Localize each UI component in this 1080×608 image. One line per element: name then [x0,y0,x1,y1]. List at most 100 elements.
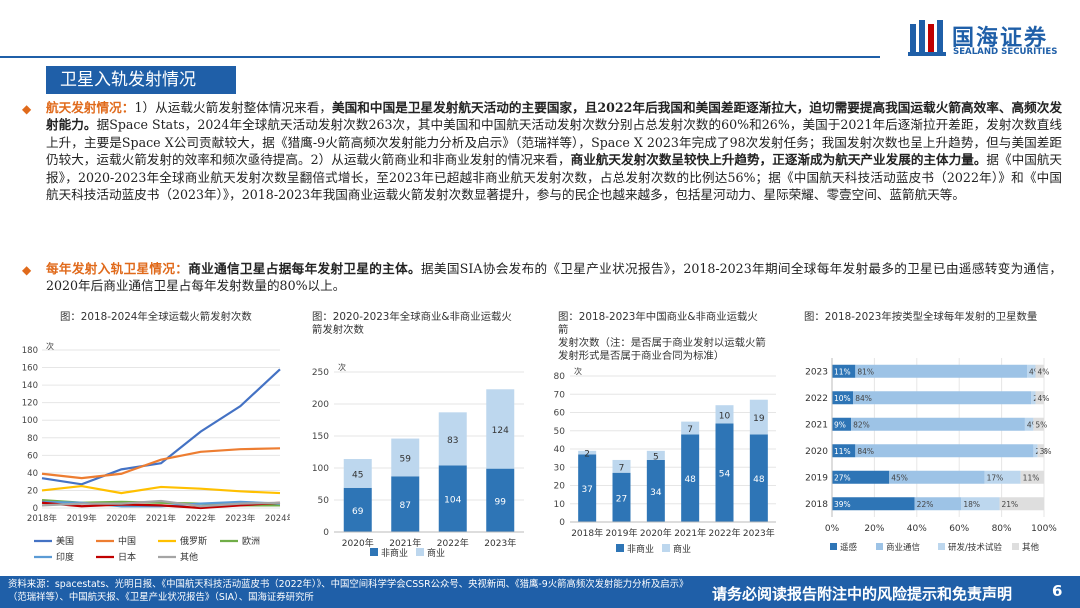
y-tick-label: 140 [22,381,38,391]
bar-其他 [999,497,1044,511]
chart-us-china-launches: 0 20 40 60 80 100 120 140 160 180 次 2018年 2019年 2020年… [22,341,290,563]
y-tick-label: 2021 [805,420,828,430]
data-label: 48 [753,475,765,485]
chart1-title: 图：2018-2024年全球运载火箭发射次数 [60,311,252,323]
legend-swatch [370,548,378,556]
legend-label: 非商业 [627,543,654,555]
paragraph-text: 据美国SIA协会发布的《卫星产业状况报告》，2018-2023年期间全球每年发射… [46,261,1063,294]
bar-商业 [343,459,372,488]
bar-非商业 [391,476,420,532]
legend-swatch [1012,543,1019,550]
data-label: 99 [495,497,507,507]
logo-text-en: SEALAND SECURITIES [953,47,1058,57]
x-tick-label: 80% [992,524,1012,534]
data-label: 4% [1038,367,1050,376]
data-label: 5 [653,452,659,462]
data-label: 4% [1038,394,1050,403]
diamond-bullet-icon: ◆ [22,263,32,277]
legend-label: 商业通信 [886,542,921,553]
y-tick-label: 30 [554,463,566,473]
y-tick-label: 60 [27,451,38,461]
bar-研发/技术试验 [961,497,1000,511]
y-tick-label: 20 [554,482,566,492]
bar-其他 [1035,391,1044,405]
y-tick-label: 10 [554,500,566,510]
x-tick-label: 2021年 [674,527,706,539]
data-label: 10 [719,411,731,421]
y-tick-label: 50 [554,427,566,437]
x-tick-label: 2018年 [27,513,58,524]
legend-swatch [876,543,883,550]
legend-swatch [662,544,670,552]
data-label: 124 [492,426,509,436]
chart2-title: 图：2020-2023年全球商业&非商业运载火箭发射次数 [312,311,512,336]
bar-商业 [715,405,734,424]
legend-swatch [830,543,837,550]
data-label: 104 [444,496,461,506]
y-axis-unit: 次 [338,362,346,372]
data-label: 17% [987,473,1004,482]
y-tick-label: 50 [318,496,330,506]
bar-非商业 [438,465,467,532]
data-label: 10% [834,394,851,403]
x-tick-label: 100% [1031,524,1057,534]
x-tick-label: 2020年 [342,537,374,549]
bar-遥感 [832,470,890,484]
y-tick-label: 2018 [805,500,828,510]
y-tick-label: 200 [312,400,329,410]
y-tick-label: 0 [323,528,329,538]
chart-satellite-types: 0% 20% 40% 60% 80% 100%2023 11% 81% 4%4%2022 10% 8… [805,358,1057,553]
bar-商业 [391,438,420,477]
chart3-title-line: 发射形式是否属于商业合同为标准） [558,350,725,362]
x-tick-label: 20% [864,524,884,534]
x-tick-label: 60% [949,524,969,534]
page-number: 6 [1052,582,1063,600]
data-label: 45 [352,470,363,480]
data-label: 21% [1001,500,1018,509]
x-tick-label: 2023年 [743,527,775,539]
bar-商业 [486,389,515,469]
y-tick-label: 20 [27,486,38,496]
x-tick-label: 0% [825,524,840,534]
chart4-title: 图：2018-2023年按类型全球每年发射的卫星数量 [804,311,1038,323]
x-tick-label: 2018年 [571,527,603,539]
data-label: 45% [891,473,908,482]
data-label: 39% [834,500,851,509]
data-label: 87 [400,501,411,511]
bar-商业 [438,412,467,466]
x-tick-label: 2023年 [484,537,516,549]
bar-商业 [681,421,700,435]
legend-label: 俄罗斯 [180,535,207,547]
y-axis-unit: 次 [574,366,582,376]
bar-非商业 [578,454,597,522]
data-label: 34 [650,488,662,498]
source-note: 资料来源：spacestats、光明日报、《中国航天科技活动蓝皮书（2022年）… [8,579,689,603]
legend-label: 其他 [180,551,198,563]
x-tick-label: 2019年 [606,527,638,539]
logo-mark-icon [908,20,946,56]
bar-非商业 [612,472,631,522]
data-label: 27 [616,494,627,504]
diamond-bullet-icon: ◆ [22,102,32,116]
bar-商业通信 [855,444,1034,458]
data-label: 4% [1029,367,1041,376]
chart-china-commercial-launches: 0 10 20 30 40 50 60 70 80 次 37 2 2018年 27 7 2019年 34 5 202… [554,366,776,555]
paragraph-launch: ◆ 航天发射情况：1）从运载火箭发射整体情况来看，美国和中国是卫星发射航天活动的… [22,99,1062,203]
x-tick-label: 2022年 [186,513,217,524]
bar-商业 [578,450,597,455]
legend-label: 商业 [427,547,445,559]
legend-label: 欧洲 [242,535,260,547]
y-tick-label: 80 [27,434,38,444]
x-tick-label: 2024年 [265,513,290,524]
bar-非商业 [646,459,665,522]
paragraph-text: 据Space Stats，2024年全球航天活动发射次数263次，其中美国和中国… [46,117,1062,168]
y-tick-label: 160 [22,364,38,374]
data-label: 84% [857,447,874,456]
paragraph-lead: 航天发射情况： [46,100,135,115]
y-tick-label: 60 [554,409,566,419]
x-tick-label: 2021年 [389,537,421,549]
bar-其他 [1033,417,1044,431]
chart-global-commercial-launches: 0 50 100 150 200 250 次 69 45 2020年 87 59 2021年 104 83 2… [312,362,524,559]
section-title: 卫星入轨发射情况 [46,66,236,94]
x-tick-label: 2020年 [640,527,672,539]
